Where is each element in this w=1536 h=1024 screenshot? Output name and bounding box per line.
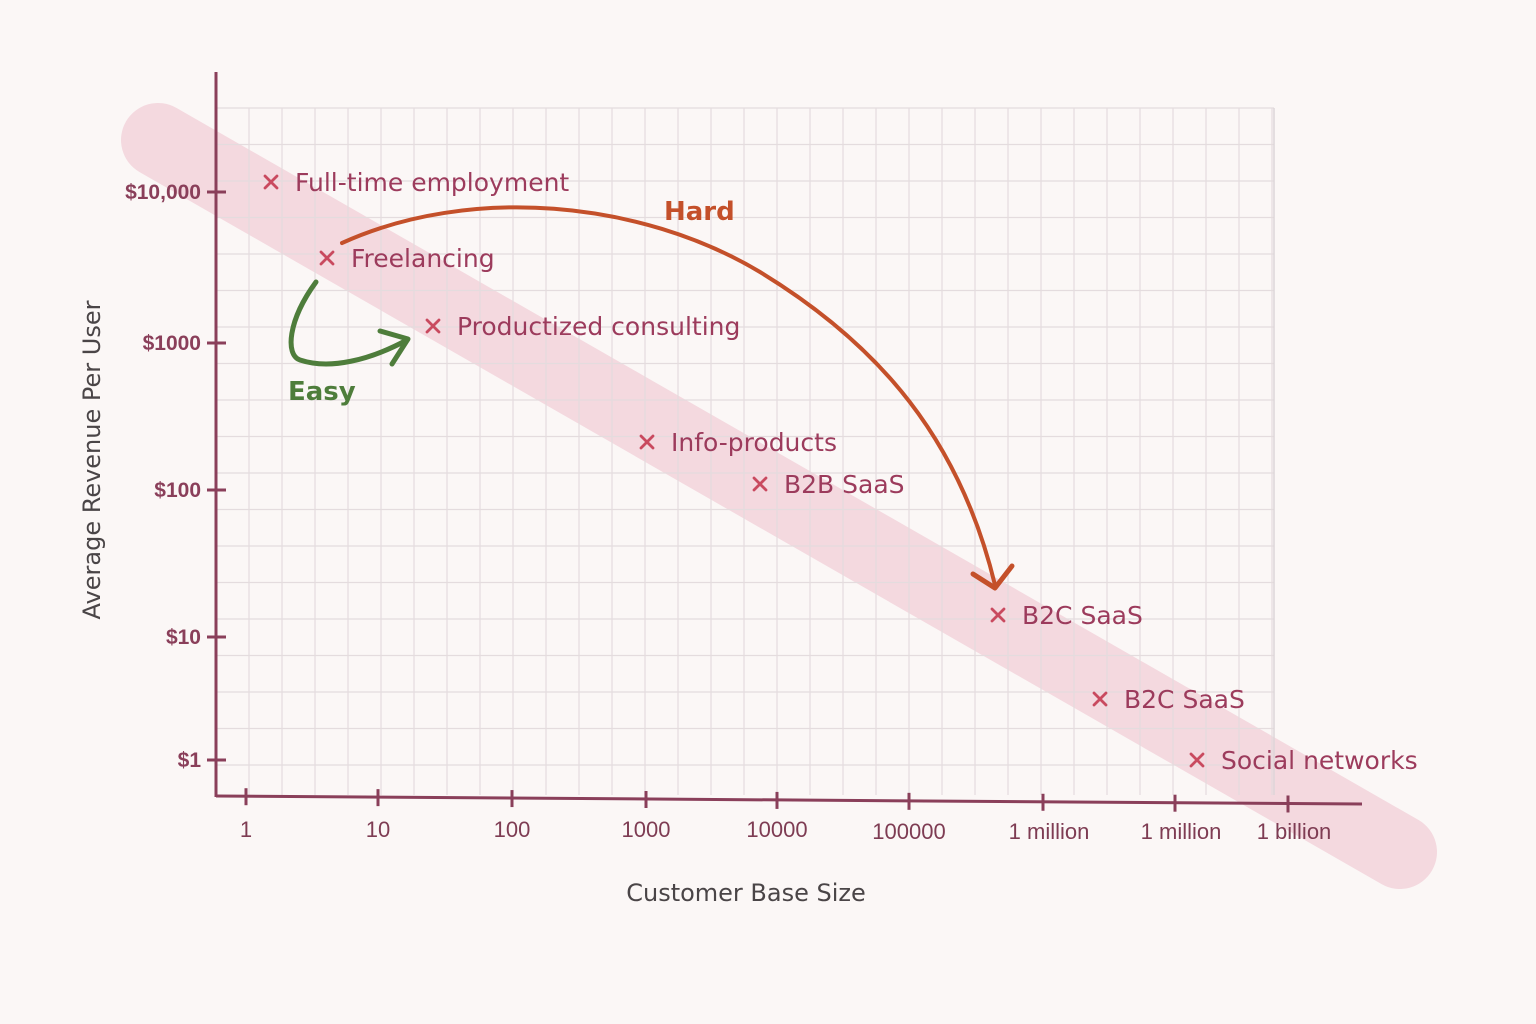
x-marker-icon	[990, 607, 1006, 623]
x-axis	[215, 794, 1363, 806]
data-points: Full-time employment Freelancing Productiz…	[263, 168, 1418, 775]
x-marker-icon	[1092, 691, 1108, 707]
x-marker-icon	[1189, 752, 1205, 768]
x-marker-icon	[639, 434, 655, 450]
y-tick-label: $100	[154, 479, 201, 502]
grid	[215, 107, 1275, 795]
point-label: B2C SaaS	[1124, 685, 1245, 714]
x-axis-title: Customer Base Size	[626, 879, 866, 907]
x-tick-label: 100000	[872, 819, 945, 844]
x-marker-icon	[319, 250, 335, 266]
easy-label: Easy	[288, 377, 356, 407]
x-tick-label: 1 million	[1009, 819, 1090, 844]
data-point: Social networks	[1189, 746, 1418, 775]
data-point: Productized consulting	[425, 312, 740, 341]
y-tick-label: $1	[178, 749, 202, 772]
data-point: Freelancing	[319, 244, 495, 273]
hard-label: Hard	[664, 197, 735, 227]
point-label: B2C SaaS	[1022, 601, 1143, 630]
point-label: Social networks	[1221, 746, 1418, 775]
trend-band	[121, 103, 1437, 889]
point-label: B2B SaaS	[784, 470, 905, 499]
x-tick-label: 1	[240, 817, 252, 842]
y-axis-ticks: $10,000 $1000 $100 $10 $1	[125, 181, 226, 772]
x-axis-ticks: 1 10 100 1000 10000 100000 1 million 1 million 1…	[240, 788, 1331, 844]
hard-arrow	[340, 205, 1015, 591]
x-tick-label: 1000	[622, 817, 671, 842]
point-label: Full-time employment	[295, 168, 569, 197]
x-tick-label: 10000	[746, 817, 807, 842]
data-point: B2C SaaS	[990, 601, 1143, 630]
x-marker-icon	[752, 476, 768, 492]
data-point: B2B SaaS	[752, 470, 905, 499]
x-tick-label: 1 billion	[1257, 819, 1332, 844]
x-tick-label: 1 million	[1141, 819, 1222, 844]
point-label: Freelancing	[351, 244, 495, 273]
x-marker-icon	[263, 174, 279, 190]
data-point: B2C SaaS	[1092, 685, 1245, 714]
easy-arrow	[288, 279, 411, 367]
point-label: Productized consulting	[457, 312, 740, 341]
y-tick-label: $10	[166, 626, 201, 649]
x-marker-icon	[425, 318, 441, 334]
y-tick-label: $1000	[143, 332, 201, 355]
data-point: Full-time employment	[263, 168, 569, 197]
point-label: Info-products	[671, 428, 837, 457]
x-tick-label: 100	[494, 817, 531, 842]
data-point: Info-products	[639, 428, 837, 457]
y-axis-title: Average Revenue Per User	[78, 300, 106, 619]
y-tick-label: $10,000	[125, 181, 201, 204]
x-tick-label: 10	[366, 817, 390, 842]
